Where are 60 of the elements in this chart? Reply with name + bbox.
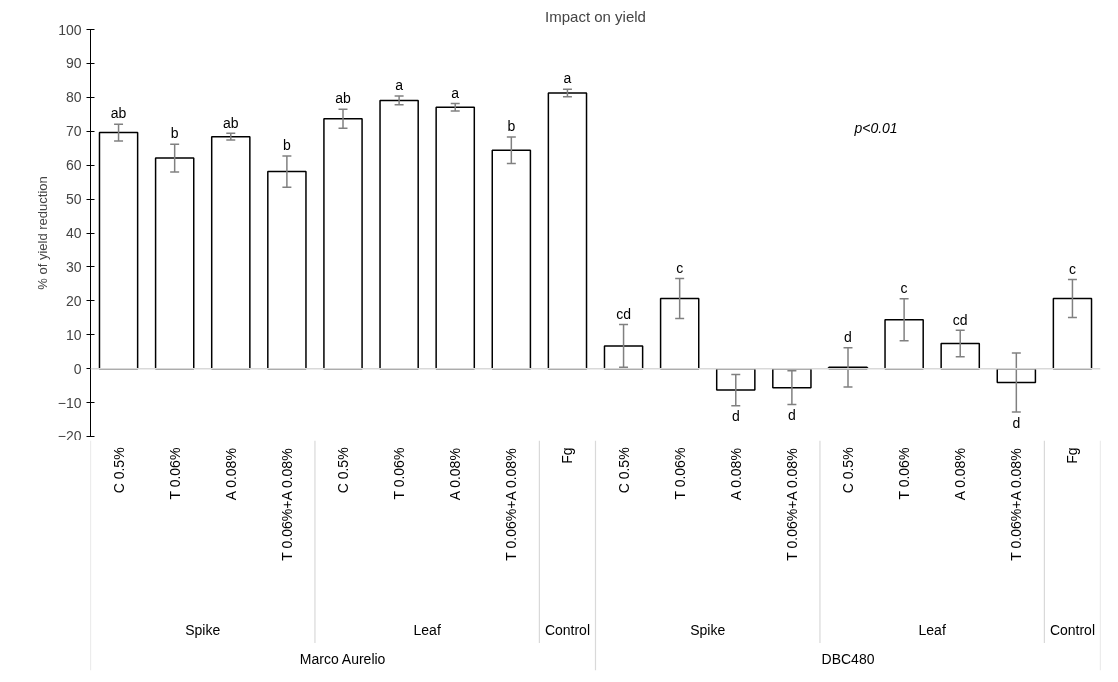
- data-label: d: [844, 328, 852, 345]
- x-tick-label: T 0.06%+A 0.08%: [783, 448, 800, 561]
- y-tick-label: 90: [65, 55, 82, 72]
- data-label: c: [1068, 260, 1076, 277]
- x-tick-label: C 0.5%: [110, 447, 127, 494]
- text: Control: [544, 622, 591, 639]
- text: DBC480: [821, 651, 875, 667]
- annotation: p<0.01: [853, 119, 898, 136]
- text: Leaf: [918, 622, 946, 639]
- y-tick-label: 0: [73, 360, 82, 377]
- x-tick-label: A 0.08%: [447, 448, 464, 501]
- text: Marco Aurelio: [299, 651, 386, 667]
- x-tick-label: T 0.06%: [166, 447, 183, 500]
- x-tick-label: A 0.08%: [727, 448, 744, 501]
- y-tick-label: 100: [58, 21, 82, 38]
- x-tick-label: C 0.5%: [840, 447, 856, 494]
- y-tick-label: 10: [65, 326, 82, 343]
- data-label: a: [395, 77, 404, 94]
- data-label: ab: [335, 90, 351, 107]
- x-tick-label: T 0.06%: [671, 447, 688, 500]
- text: Control: [1049, 622, 1096, 639]
- data-label: b: [170, 125, 179, 142]
- data-label: c: [900, 280, 908, 297]
- x-tick-label: A 0.08%: [222, 448, 239, 501]
- text: Spike: [185, 622, 221, 639]
- y-tick-label: −10: [57, 394, 82, 411]
- x-tick-label: C 0.5%: [615, 447, 632, 494]
- y-tick-label: 50: [65, 191, 82, 208]
- data-label: d: [788, 407, 796, 424]
- text: Leaf: [413, 622, 441, 639]
- data-label: b: [507, 118, 516, 135]
- data-label: b: [283, 137, 291, 154]
- x-tick-label: T 0.06%+A 0.08%: [278, 448, 295, 561]
- x-tick-label: T 0.06%+A 0.08%: [503, 448, 520, 561]
- data-label: d: [1012, 414, 1021, 431]
- data-label: ab: [110, 105, 127, 122]
- data-label: a: [563, 70, 572, 87]
- y-tick-label: −20: [57, 427, 82, 444]
- y-tick-label: 80: [65, 89, 82, 106]
- y-tick-label: 60: [65, 157, 82, 174]
- x-tick-label: T 0.06%: [896, 447, 913, 500]
- y-axis-title: % of yield reduction: [34, 176, 50, 290]
- y-tick-label: 70: [65, 123, 82, 140]
- x-tick-label: T 0.06%+A 0.08%: [1008, 448, 1025, 561]
- y-tick-label: 30: [65, 258, 82, 275]
- text: Spike: [690, 622, 726, 639]
- data-label: a: [451, 84, 460, 101]
- chart-title: Impact on yield: [545, 7, 646, 25]
- data-label: d: [731, 408, 740, 425]
- x-tick-label: Fg: [559, 447, 576, 464]
- x-tick-label: C 0.5%: [335, 447, 351, 494]
- data-label: ab: [222, 114, 239, 131]
- x-tick-label: Fg: [1064, 447, 1081, 464]
- data-label: cd: [616, 305, 631, 322]
- data-label: c: [676, 259, 684, 276]
- data-label: cd: [952, 311, 968, 328]
- x-tick-label: A 0.08%: [952, 448, 969, 501]
- y-tick-label: 40: [65, 225, 82, 241]
- x-tick-label: T 0.06%: [391, 447, 408, 500]
- y-tick-label: 20: [65, 292, 82, 309]
